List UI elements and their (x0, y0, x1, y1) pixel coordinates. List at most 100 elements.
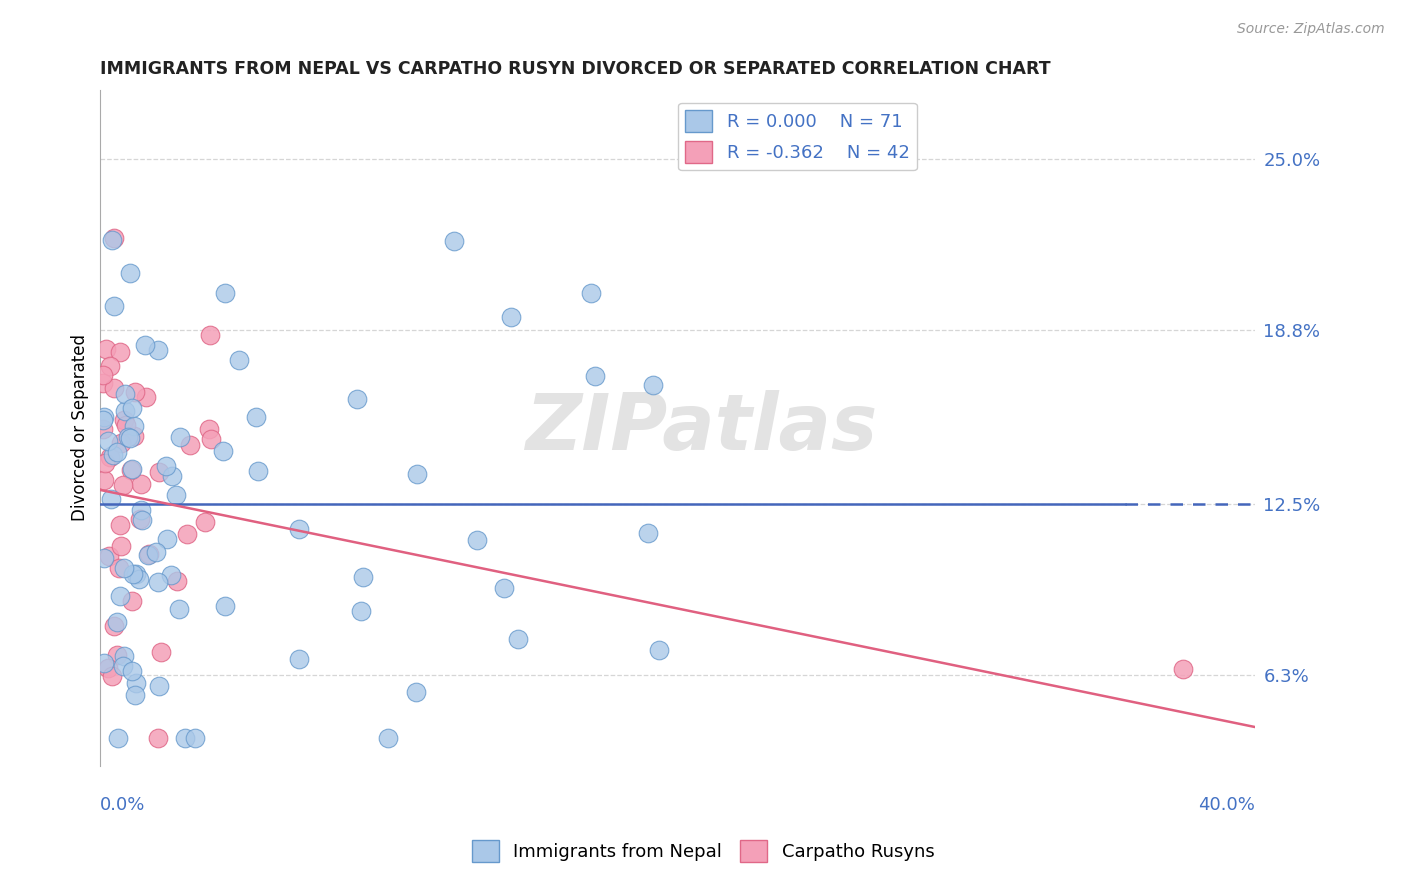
Point (131, 513, 153, 527)
Point (148, 679, 170, 693)
Point (100, 491, 122, 506)
Point (103, 381, 125, 395)
Point (98, 549, 121, 564)
Point (122, 428, 145, 442)
Point (97, 661, 120, 675)
Point (115, 417, 138, 432)
Point (405, 685, 427, 699)
Point (124, 385, 146, 400)
Point (108, 560, 131, 574)
Point (214, 285, 236, 300)
Point (155, 458, 177, 473)
Point (508, 632, 530, 646)
Point (583, 369, 606, 384)
Point (101, 669, 124, 683)
Point (287, 652, 309, 666)
Point (94, 456, 117, 470)
Point (103, 619, 125, 633)
Point (121, 462, 143, 476)
Point (214, 599, 236, 613)
Point (176, 526, 198, 541)
Point (145, 545, 167, 559)
Point (118, 431, 141, 445)
Legend: Immigrants from Nepal, Carpatho Rusyns: Immigrants from Nepal, Carpatho Rusyns (464, 833, 942, 870)
Point (637, 526, 659, 541)
Point (167, 602, 190, 616)
Point (148, 731, 170, 745)
Point (120, 463, 142, 477)
Point (166, 574, 188, 589)
Point (103, 299, 125, 313)
Point (443, 234, 465, 248)
Point (149, 645, 172, 659)
Point (200, 432, 222, 446)
Point (346, 392, 368, 407)
Point (159, 568, 181, 582)
Point (105, 615, 128, 629)
Point (110, 517, 132, 532)
Point (110, 435, 132, 450)
Point (122, 418, 145, 433)
Point (647, 643, 669, 657)
Point (93, 473, 115, 487)
Point (350, 604, 373, 618)
Point (93, 656, 115, 670)
Point (128, 573, 150, 587)
Point (212, 444, 235, 458)
Point (174, 731, 197, 745)
Text: 40.0%: 40.0% (1198, 796, 1256, 814)
Point (108, 344, 131, 359)
Point (98, 359, 121, 374)
Point (103, 231, 125, 245)
Point (1171, 662, 1194, 676)
Point (179, 438, 201, 452)
Point (228, 353, 250, 368)
Point (120, 266, 142, 280)
Point (194, 515, 217, 529)
Text: IMMIGRANTS FROM NEPAL VS CARPATHO RUSYN DIVORCED OR SEPARATED CORRELATION CHART: IMMIGRANTS FROM NEPAL VS CARPATHO RUSYN … (100, 60, 1050, 78)
Point (101, 448, 124, 462)
Point (129, 476, 152, 491)
Text: ZIPatlas: ZIPatlas (524, 390, 877, 466)
Point (114, 387, 136, 401)
Point (121, 594, 143, 608)
Point (108, 589, 131, 603)
Point (91, 376, 114, 390)
Point (93, 551, 115, 566)
Text: Source: ZipAtlas.com: Source: ZipAtlas.com (1237, 22, 1385, 37)
Point (247, 464, 270, 478)
Point (405, 467, 427, 481)
Point (184, 731, 207, 745)
Point (148, 466, 170, 480)
Point (91, 413, 114, 427)
Point (121, 665, 143, 679)
Point (94, 342, 117, 356)
Point (134, 337, 156, 351)
Point (91, 422, 114, 436)
Point (465, 533, 488, 548)
Point (162, 469, 184, 483)
Point (98, 450, 121, 465)
Point (136, 549, 159, 563)
Point (198, 328, 221, 343)
Point (125, 675, 148, 690)
Point (107, 731, 129, 745)
Text: 0.0%: 0.0% (100, 796, 146, 814)
Point (156, 532, 179, 546)
Point (124, 688, 146, 702)
Point (97, 434, 120, 449)
Point (138, 547, 160, 561)
Point (112, 649, 135, 664)
Point (129, 503, 152, 517)
Point (499, 310, 522, 324)
Point (146, 343, 169, 358)
Point (101, 233, 124, 247)
Point (110, 539, 132, 553)
Point (105, 648, 128, 662)
Point (643, 377, 665, 392)
Point (112, 478, 135, 492)
Legend: R = 0.000    N = 71, R = -0.362    N = 42: R = 0.000 N = 71, R = -0.362 N = 42 (678, 103, 917, 170)
Point (125, 567, 148, 582)
Point (148, 574, 170, 589)
Point (128, 511, 150, 525)
